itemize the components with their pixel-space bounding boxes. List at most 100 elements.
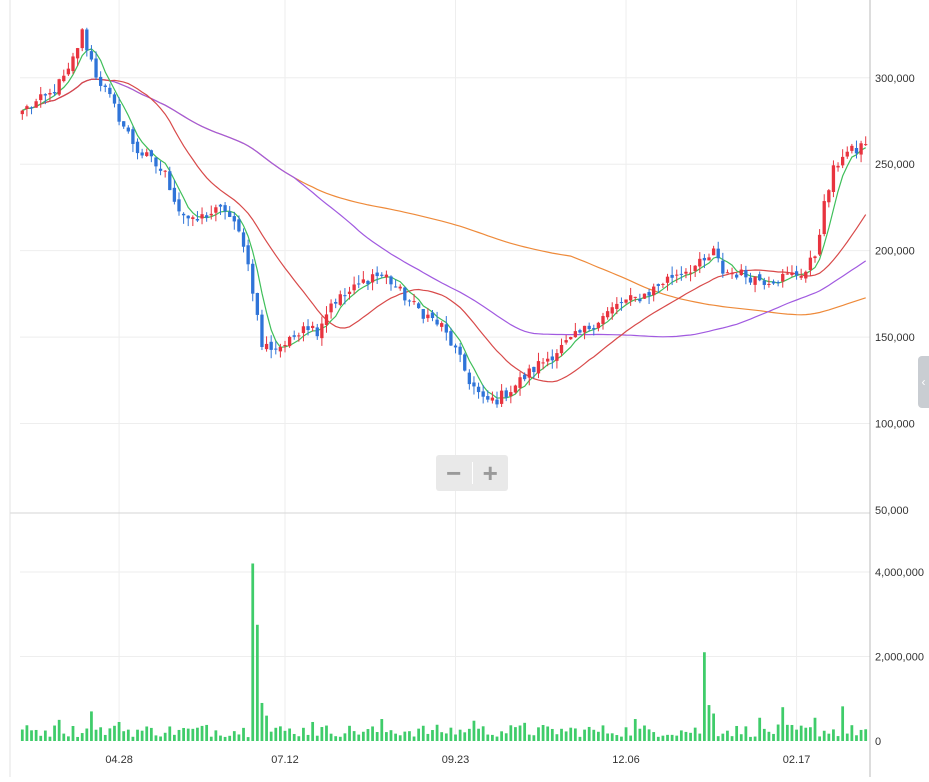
zoom-in-button[interactable]: + — [482, 457, 498, 488]
volume-bar — [255, 624, 259, 741]
candle-body — [767, 283, 771, 285]
candle-body — [564, 340, 568, 343]
x-tick-label: 02.17 — [783, 754, 811, 766]
volume-bar — [113, 725, 116, 741]
candle-body — [518, 377, 522, 388]
candle-body — [739, 269, 743, 276]
volume-bar — [744, 726, 748, 741]
volume-bar — [20, 729, 24, 741]
volume-tick-label: 4,000,000 — [875, 567, 924, 579]
volume-bar — [302, 727, 305, 741]
candle-body — [398, 286, 402, 289]
volume-bar — [99, 727, 103, 741]
candle-body — [200, 214, 204, 219]
volume-bar — [366, 729, 370, 741]
volume-bar — [703, 652, 706, 741]
volume-bar — [841, 706, 845, 741]
candle-body — [647, 292, 651, 296]
candle-body — [734, 274, 739, 278]
volume-bar — [361, 731, 365, 741]
candle-body — [98, 76, 103, 86]
candle-body — [108, 87, 112, 95]
candle-body — [191, 217, 195, 219]
candle-body — [652, 286, 656, 296]
volume-bar — [818, 736, 821, 741]
volume-bar — [454, 734, 457, 741]
candle-body — [776, 282, 780, 283]
volume-bar — [385, 732, 388, 741]
candle-body — [389, 276, 393, 285]
candle-body — [195, 218, 200, 221]
volume-bar — [265, 715, 268, 741]
volume-bar — [403, 731, 407, 741]
candle-body — [343, 295, 347, 297]
volume-bar — [117, 721, 121, 741]
candle-body — [310, 325, 315, 329]
candle-body — [89, 51, 94, 60]
volume-bar — [477, 728, 480, 741]
zoom-out-button[interactable]: − — [446, 457, 462, 488]
volume-bar — [587, 726, 591, 741]
volume-bar — [675, 735, 679, 741]
candle-body — [62, 75, 66, 82]
volume-bar — [357, 734, 361, 741]
candle-body — [831, 165, 836, 192]
candle-body — [481, 391, 485, 397]
candle-body — [255, 292, 260, 315]
candle-body — [490, 397, 495, 401]
volume-bar — [597, 731, 600, 741]
candle-body — [638, 298, 642, 302]
candle-body — [799, 275, 803, 278]
volume-bar — [219, 735, 222, 741]
side-panel-toggle[interactable]: ‹ — [918, 356, 929, 408]
volume-bar — [735, 725, 739, 741]
volume-bar — [196, 727, 199, 741]
candle-body — [592, 328, 596, 330]
candle-body — [601, 316, 605, 324]
candle-body — [675, 274, 679, 276]
candle-body — [177, 199, 181, 212]
candle-body — [633, 296, 637, 298]
volume-bar — [145, 726, 149, 741]
candle-body — [527, 368, 531, 378]
volume-bar — [739, 734, 743, 741]
candle-body — [324, 314, 329, 325]
volume-bar — [679, 730, 683, 741]
candle-body — [172, 187, 177, 202]
price-tick-label: 300,000 — [875, 73, 915, 85]
volume-bar — [274, 727, 278, 741]
volume-bar — [200, 725, 204, 741]
candle-body — [546, 358, 550, 362]
volume-bar — [500, 731, 503, 741]
candle-body — [541, 362, 545, 364]
volume-bar — [633, 719, 637, 741]
volume-bar — [472, 720, 476, 741]
volume-bar — [555, 734, 559, 741]
candle-body — [251, 263, 255, 294]
candle-body — [619, 302, 624, 304]
candle-body — [794, 271, 799, 276]
volume-bar — [813, 717, 817, 741]
candle-body — [20, 110, 24, 115]
volume-bar — [850, 725, 854, 741]
volume-bar — [334, 736, 338, 741]
candle-body — [836, 165, 840, 168]
x-tick-label: 09.23 — [442, 754, 470, 766]
ma-line-5 — [22, 48, 866, 399]
volume-bar — [131, 736, 135, 741]
volume-bar — [149, 727, 153, 741]
candle-body — [559, 344, 564, 354]
candle-body — [269, 341, 273, 350]
candle-body — [112, 94, 117, 104]
candle-body — [605, 311, 610, 318]
candle-body — [393, 286, 398, 288]
volume-bar — [845, 733, 849, 741]
candle-body — [573, 331, 578, 338]
ma-line-20 — [22, 78, 867, 383]
volume-bar — [288, 728, 291, 741]
candle-body — [453, 345, 458, 348]
volume-bar — [214, 730, 218, 741]
candle-body — [306, 326, 310, 331]
